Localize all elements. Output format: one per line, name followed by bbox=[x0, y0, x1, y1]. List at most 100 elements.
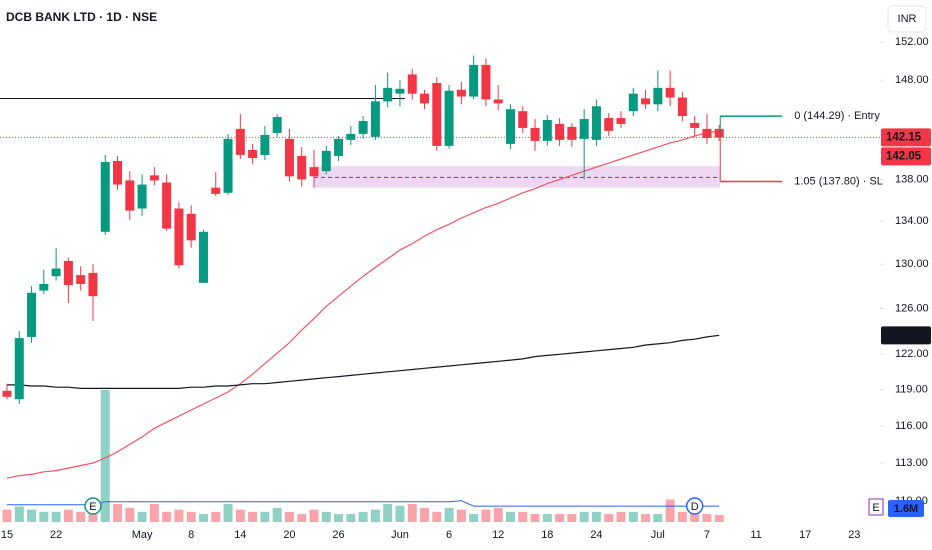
volume-bar bbox=[272, 507, 282, 522]
candle-body bbox=[162, 182, 172, 229]
volume-bar bbox=[481, 509, 491, 522]
x-tick-label: 20 bbox=[283, 529, 295, 541]
volume-bar bbox=[248, 511, 258, 522]
ma-last-label-box bbox=[881, 326, 931, 345]
candle-body bbox=[76, 275, 86, 284]
candle-body bbox=[223, 138, 233, 193]
last-price-label-box bbox=[881, 128, 931, 147]
candle-body bbox=[567, 126, 577, 140]
candle-body bbox=[407, 74, 417, 94]
volume-bar bbox=[702, 514, 712, 522]
volume-bar bbox=[309, 509, 319, 522]
event-marker[interactable] bbox=[84, 497, 102, 515]
volume-bar bbox=[88, 514, 98, 522]
volume-bar bbox=[665, 499, 675, 522]
candle-body bbox=[297, 155, 307, 180]
candle-body bbox=[469, 64, 479, 97]
candle-body bbox=[113, 161, 123, 185]
candle-body bbox=[628, 93, 638, 112]
event-label[interactable]: D bbox=[691, 501, 699, 513]
candle-body bbox=[481, 64, 491, 100]
volume-bar bbox=[51, 511, 61, 522]
candle-body bbox=[27, 292, 37, 337]
volume-bar bbox=[186, 511, 196, 522]
upcoming-event-box bbox=[868, 498, 884, 516]
candle-body bbox=[555, 123, 565, 140]
candle-body bbox=[690, 122, 700, 128]
volume-bar bbox=[198, 514, 208, 522]
volume-last-box bbox=[888, 500, 924, 517]
candle-body bbox=[211, 187, 221, 194]
volume-bar bbox=[641, 514, 651, 522]
volume-bar bbox=[211, 511, 221, 522]
volume-bar bbox=[235, 509, 245, 522]
x-tick-label: 26 bbox=[332, 529, 344, 541]
candle-body bbox=[100, 162, 110, 232]
volume-bar bbox=[432, 511, 442, 522]
volume-bar bbox=[604, 514, 614, 522]
candle-body bbox=[493, 99, 503, 104]
volume-bar bbox=[420, 507, 430, 522]
candle-body bbox=[149, 175, 159, 181]
candle-body bbox=[137, 184, 147, 209]
candle-body bbox=[420, 93, 430, 104]
candle-body bbox=[444, 90, 454, 146]
x-tick-label: 12 bbox=[492, 529, 504, 541]
candle-body bbox=[260, 134, 270, 155]
upcoming-event: E bbox=[872, 502, 879, 514]
volume-bar bbox=[125, 507, 135, 522]
moving-average bbox=[6, 130, 720, 479]
volume-bar bbox=[149, 503, 159, 522]
currency-box[interactable] bbox=[887, 5, 927, 33]
volume-bar bbox=[530, 514, 540, 522]
volume-bar bbox=[100, 390, 110, 522]
volume-bar bbox=[334, 514, 344, 522]
candle-body bbox=[714, 128, 724, 138]
candle-body bbox=[702, 128, 712, 138]
volume-bar bbox=[677, 511, 687, 522]
candle-body bbox=[309, 167, 319, 177]
candle-body bbox=[235, 128, 245, 155]
currency[interactable]: INR bbox=[898, 13, 917, 25]
volume-bar bbox=[567, 514, 577, 522]
candle-body bbox=[39, 283, 49, 291]
volume-bar bbox=[63, 509, 73, 522]
event-label[interactable]: E bbox=[89, 501, 96, 513]
volume-ma bbox=[7, 500, 720, 507]
volume-bar bbox=[2, 509, 12, 522]
volume-bar bbox=[27, 509, 37, 522]
volume-bar bbox=[223, 503, 233, 522]
x-tick-label: 24 bbox=[590, 529, 602, 541]
y-tick-label: 138.00 bbox=[895, 173, 929, 185]
x-tick-label: 11 bbox=[750, 529, 761, 541]
candle-body bbox=[346, 133, 356, 140]
price-axis bbox=[880, 0, 932, 550]
volume-bar bbox=[284, 511, 294, 522]
candle-body bbox=[432, 83, 442, 146]
event-marker[interactable] bbox=[685, 497, 704, 515]
x-tick-label: 18 bbox=[541, 529, 553, 541]
volume-bar bbox=[260, 511, 270, 522]
volume-bar bbox=[370, 509, 380, 522]
entry-label: 0 (144.29) · Entry bbox=[794, 110, 880, 122]
volume-bar bbox=[383, 503, 393, 522]
volume-bar bbox=[505, 511, 515, 522]
candle-body bbox=[542, 120, 552, 141]
y-tick-label: 130.00 bbox=[895, 258, 929, 270]
candle-body bbox=[383, 87, 393, 102]
candle-body bbox=[604, 118, 614, 131]
candle-body bbox=[174, 208, 184, 266]
volume-bar bbox=[174, 509, 184, 522]
volume-bar bbox=[493, 507, 503, 522]
extra-price-label-box bbox=[881, 147, 931, 166]
y-tick-label: 113.00 bbox=[895, 457, 928, 469]
candle-body bbox=[334, 138, 344, 156]
x-tick-label: Jun bbox=[391, 529, 409, 541]
candle-body bbox=[370, 101, 380, 137]
candle-body bbox=[14, 338, 24, 400]
moving-average bbox=[7, 334, 720, 389]
candle-body bbox=[321, 150, 331, 172]
candle-body bbox=[530, 127, 540, 141]
candle-body bbox=[2, 390, 12, 397]
candle-body bbox=[518, 111, 528, 128]
